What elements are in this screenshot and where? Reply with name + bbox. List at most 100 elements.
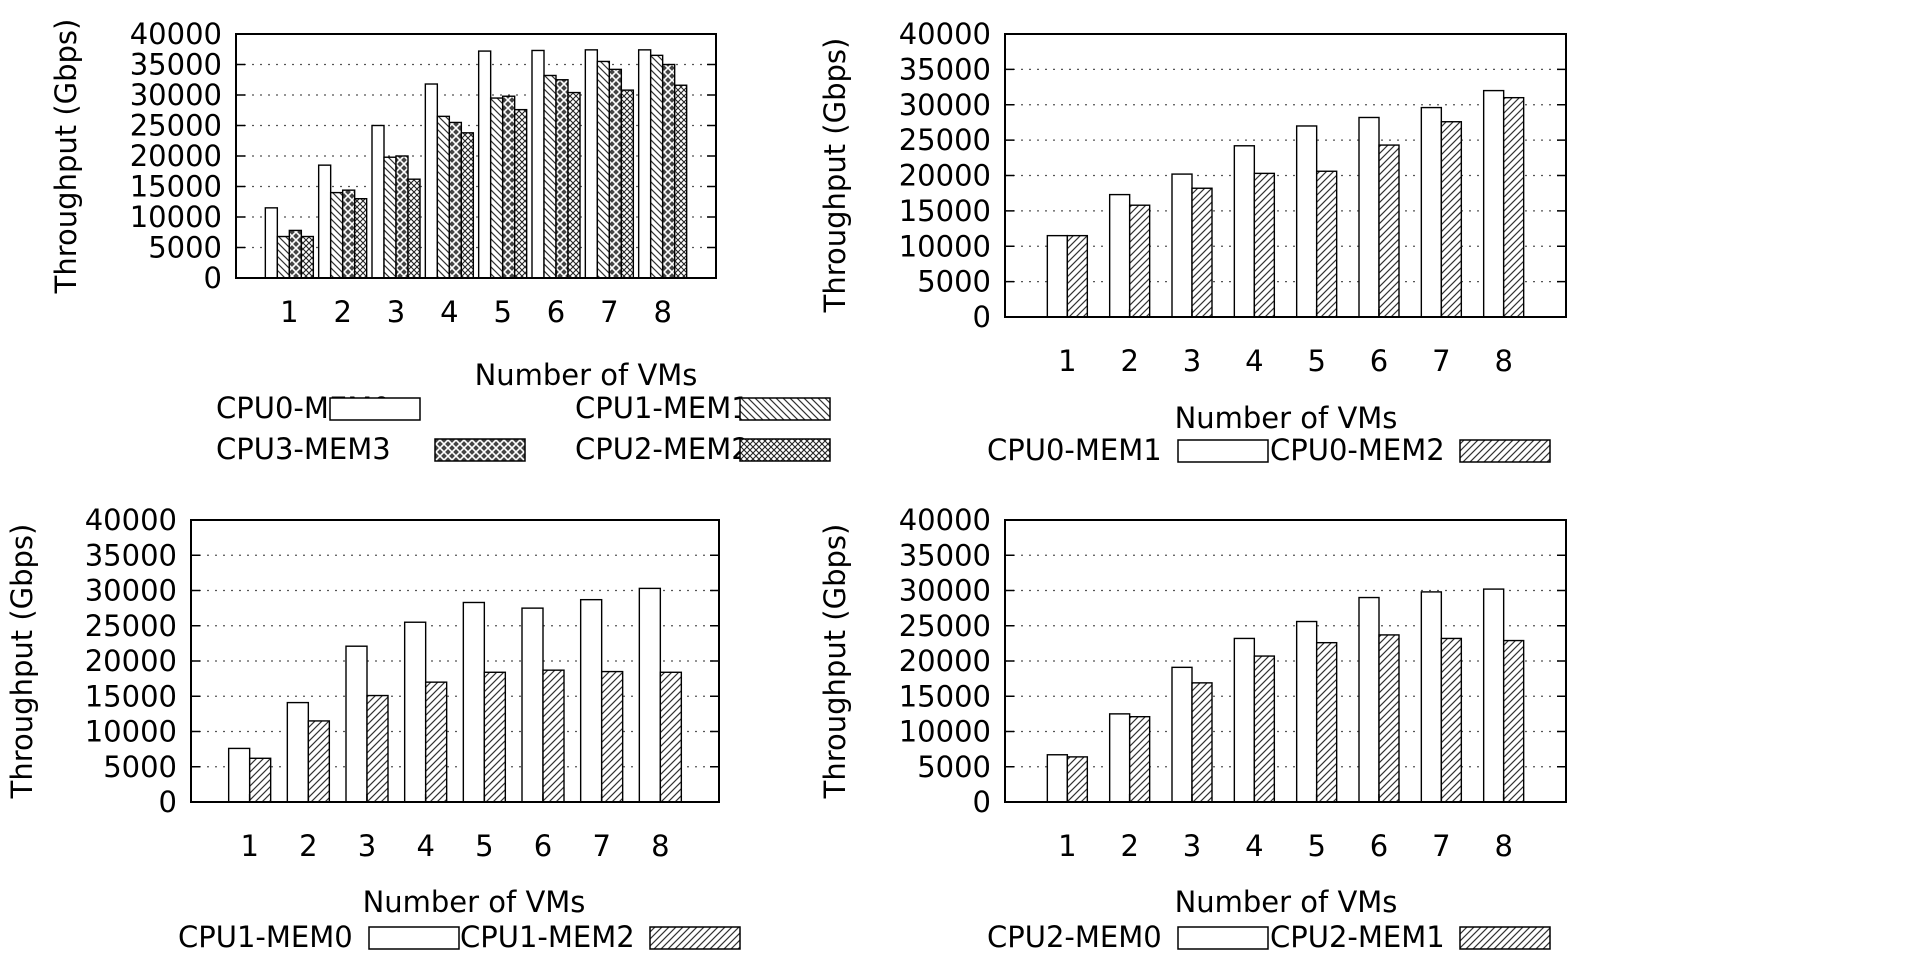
bar: [288, 229, 303, 279]
bar: [341, 189, 356, 279]
x-tick-label: 4: [1245, 829, 1263, 863]
x-tick-label: 8: [1494, 829, 1512, 863]
y-tick-label: 15000: [85, 679, 177, 713]
legend-label: CPU1-MEM0: [178, 920, 353, 954]
bar: [1315, 641, 1338, 803]
bar: [661, 63, 676, 279]
y-tick-label: 30000: [899, 574, 991, 608]
legend: CPU2-MEM0 CPU2-MEM1: [987, 920, 1551, 954]
legend-swatch: [739, 397, 831, 421]
bar: [1440, 121, 1463, 318]
legend: CPU1-MEM0 CPU1-MEM2: [178, 920, 741, 954]
x-tick-label: 4: [416, 829, 434, 863]
y-tick-label: 5000: [917, 750, 991, 784]
legend-swatch: [1177, 926, 1269, 950]
bar: [1420, 106, 1443, 318]
y-tick-label: 15000: [130, 170, 222, 204]
x-tick-label: 1: [240, 829, 258, 863]
legend-label: CPU2-MEM0: [987, 920, 1162, 954]
y-tick-label: 35000: [899, 538, 991, 572]
bar: [1191, 187, 1213, 318]
x-tick-label: 6: [534, 829, 552, 863]
x-tick-label: 6: [547, 295, 565, 329]
x-tick-label: 4: [1245, 344, 1263, 378]
x-tick-label: 2: [1120, 344, 1138, 378]
bar: [407, 178, 421, 279]
bar: [673, 84, 688, 279]
y-tick-label: 0: [973, 785, 991, 819]
bar: [531, 49, 545, 279]
x-tick-label: 8: [653, 295, 671, 329]
bar: [489, 97, 504, 279]
bar: [608, 68, 623, 279]
bar: [353, 197, 368, 279]
bar: [448, 121, 463, 279]
bar: [1482, 89, 1505, 318]
plot-frame: [190, 519, 720, 803]
y-tick-label: 25000: [899, 123, 991, 157]
legend-swatch: [368, 926, 460, 950]
y-tick-label: 30000: [85, 574, 177, 608]
bar: [1440, 637, 1463, 803]
y-tick-label: 20000: [85, 644, 177, 678]
bar: [1315, 170, 1338, 318]
bar: [501, 95, 516, 279]
bar: [513, 108, 528, 279]
legend-label: CPU2-MEM1: [1270, 920, 1445, 954]
bar: [1502, 96, 1525, 318]
x-tick-label: 4: [440, 295, 458, 329]
y-tick-label: 10000: [899, 715, 991, 749]
bar: [483, 671, 507, 803]
bar: [1358, 596, 1380, 803]
bar: [542, 669, 565, 803]
bar: [579, 598, 603, 803]
bar: [345, 645, 368, 803]
bar: [1253, 172, 1276, 318]
bar: [1128, 204, 1151, 318]
x-tick-label: 2: [333, 295, 351, 329]
y-tick-label: 35000: [899, 52, 991, 86]
x-tick-label: 5: [493, 295, 511, 329]
bar: [1171, 173, 1193, 318]
bar: [462, 601, 486, 803]
bar: [227, 747, 251, 803]
y-tick-label: 10000: [85, 715, 177, 749]
legend-label: CPU2-MEM2: [575, 432, 750, 466]
y-tick-label: 20000: [899, 159, 991, 193]
bar: [543, 74, 557, 279]
y-tick-label: 30000: [130, 78, 222, 112]
bar: [638, 587, 662, 803]
bar: [1253, 655, 1276, 803]
x-tick-label: 6: [1370, 344, 1388, 378]
bar: [403, 621, 427, 803]
y-tick-label: 5000: [148, 231, 222, 265]
bar: [1046, 754, 1069, 803]
y-axis-label: Throughput (Gbps): [49, 19, 83, 295]
plot-frame: [1004, 33, 1567, 318]
y-tick-label: 0: [973, 300, 991, 334]
x-tick-label: 3: [387, 295, 405, 329]
x-tick-label: 5: [475, 829, 493, 863]
y-tick-label: 40000: [85, 503, 177, 537]
y-tick-label: 20000: [130, 139, 222, 173]
y-tick-label: 40000: [899, 503, 991, 537]
bar: [1378, 634, 1400, 803]
x-axis-label: Number of VMs: [475, 358, 698, 392]
x-tick-label: 5: [1307, 344, 1325, 378]
bar: [600, 670, 624, 803]
bar: [1171, 666, 1193, 803]
y-tick-label: 35000: [130, 48, 222, 82]
bar: [620, 89, 635, 279]
y-tick-label: 40000: [130, 17, 222, 51]
legend-label: CPU3-MEM3: [216, 432, 391, 466]
x-tick-label: 7: [1432, 344, 1450, 378]
bar: [649, 54, 664, 279]
bar: [264, 207, 279, 279]
y-tick-label: 40000: [899, 17, 991, 51]
legend-swatch: [1459, 926, 1551, 950]
bar: [1378, 144, 1400, 318]
y-tick-label: 10000: [130, 200, 222, 234]
bar: [1191, 682, 1213, 803]
x-axis-label: Number of VMs: [1175, 885, 1398, 919]
legend-swatch: [329, 397, 421, 421]
